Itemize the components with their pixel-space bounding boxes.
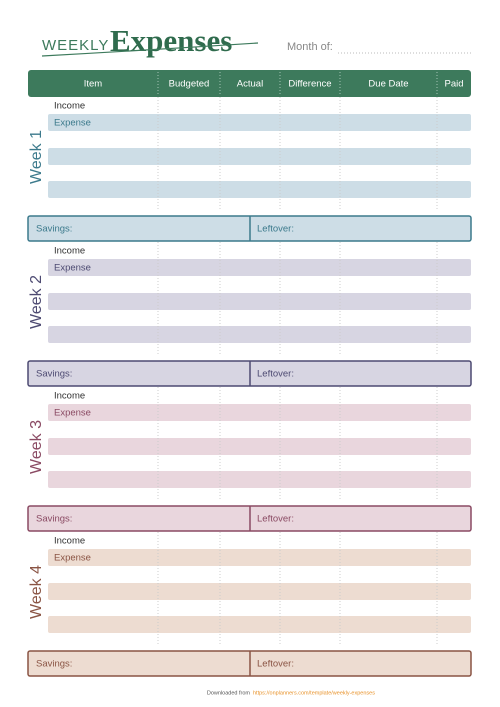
- title: Expenses: [110, 23, 232, 58]
- savings-label: Savings:: [36, 224, 72, 235]
- row-band: [48, 404, 471, 421]
- row-band: [48, 616, 471, 633]
- leftover-label: Leftover:: [257, 659, 294, 670]
- row-label: Income: [54, 391, 85, 402]
- footer-link[interactable]: https://onplanners.com/template/weekly-e…: [253, 690, 375, 696]
- row-band: [48, 114, 471, 131]
- row-label: Expense: [54, 408, 91, 419]
- row-label: Income: [54, 246, 85, 257]
- leftover-label: Leftover:: [257, 224, 294, 235]
- row-band: [48, 549, 471, 566]
- row-band: [48, 148, 471, 165]
- savings-label: Savings:: [36, 514, 72, 525]
- week-label: Week 1: [28, 130, 45, 184]
- week-label: Week 3: [28, 420, 45, 474]
- row-label: Income: [54, 536, 85, 547]
- column-header: Paid: [444, 79, 463, 90]
- savings-label: Savings:: [36, 659, 72, 670]
- week-label: Week 4: [28, 565, 45, 619]
- column-header: Due Date: [368, 79, 408, 90]
- row-band: [48, 471, 471, 488]
- column-header: Budgeted: [169, 79, 210, 90]
- row-band: [48, 438, 471, 455]
- row-band: [48, 293, 471, 310]
- title-small: WEEKLY: [42, 37, 109, 54]
- row-band: [48, 583, 471, 600]
- title-swoosh: [41, 42, 259, 57]
- column-header: Actual: [237, 79, 263, 90]
- header-bar: [28, 70, 471, 97]
- footer-text: Downloaded from: [207, 690, 251, 696]
- row-band: [48, 181, 471, 198]
- leftover-label: Leftover:: [257, 369, 294, 380]
- row-label: Expense: [54, 118, 91, 129]
- leftover-label: Leftover:: [257, 514, 294, 525]
- row-band: [48, 326, 471, 343]
- row-label: Expense: [54, 553, 91, 564]
- column-header: Item: [84, 79, 103, 90]
- column-header: Difference: [288, 79, 331, 90]
- row-label: Expense: [54, 263, 91, 274]
- week-label: Week 2: [28, 275, 45, 329]
- row-band: [48, 259, 471, 276]
- month-label: Month of:: [287, 41, 333, 53]
- row-label: Income: [54, 101, 85, 112]
- savings-label: Savings:: [36, 369, 72, 380]
